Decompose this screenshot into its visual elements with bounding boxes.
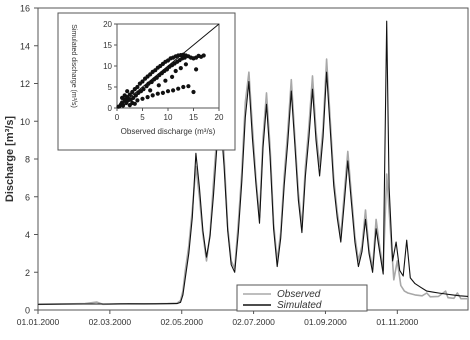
inset-y-axis: 0 5 10 15 20	[103, 20, 117, 113]
inset-scatter-point	[149, 79, 154, 85]
main-y-tick-label: 14	[20, 41, 30, 51]
inset-y-tick-label: 10	[103, 62, 112, 71]
main-y-tick-label: 2	[25, 268, 30, 278]
main-y-tick-label: 4	[25, 230, 30, 240]
inset-scatter-point	[135, 98, 140, 103]
main-x-tick-label: 02.03.2000	[89, 317, 132, 327]
inset-x-tick-label: 10	[164, 113, 173, 122]
inset-scatter-point	[141, 87, 146, 92]
main-x-tick-label: 01.11.2000	[376, 317, 418, 327]
inset-y-tick-label: 20	[103, 20, 112, 29]
inset-y-tick-label: 15	[103, 41, 112, 50]
main-series-group	[37, 20, 469, 306]
inset-scatter-point	[163, 78, 168, 83]
main-x-axis: 01.01.2000 02.03.2000 02.05.2000 02.07.2000…	[17, 310, 419, 327]
inset-scatter-point	[154, 75, 159, 80]
inset-y-tick-label: 5	[108, 83, 113, 92]
main-x-tick-label: 01.09.2000	[304, 317, 347, 327]
inset-scatter-point	[150, 93, 155, 98]
inset-scatter-point	[122, 93, 127, 98]
inset-scatter-point	[181, 84, 186, 90]
inset-scatter-point	[140, 79, 145, 84]
inset-scatter-point	[201, 53, 206, 58]
legend-box	[236, 284, 368, 312]
simulated-series-line	[37, 20, 469, 305]
inset-points-group	[116, 52, 206, 109]
main-x-tick-label: 02.07.2000	[232, 317, 275, 327]
inset-scatter-point	[164, 67, 170, 72]
inset-scatter-point	[135, 84, 140, 90]
inset-scatter-point	[148, 88, 153, 93]
inset-one-to-one-line	[116, 23, 220, 109]
main-y-tick-label: 6	[25, 192, 30, 202]
inset-x-tick-label: 0	[115, 113, 120, 122]
inset-scatter-point	[132, 101, 137, 106]
main-x-tick-label: 02.05.2000	[160, 317, 203, 327]
main-y-tick-label: 16	[20, 4, 30, 14]
main-x-tick-label: 01.01.2000	[17, 317, 60, 327]
inset-y-axis-label: Simulated discharge (m³/s)	[70, 24, 77, 108]
inset-scatter-point	[125, 89, 130, 94]
inset-scatter-point	[194, 67, 199, 72]
inset-scatter-point	[160, 90, 165, 95]
inset-x-tick-label: 15	[189, 113, 198, 122]
inset-scatter-point	[165, 89, 171, 94]
inset-scatter-point	[120, 95, 125, 100]
inset-scatter-point	[156, 83, 161, 88]
main-y-tick-label: 10	[20, 117, 30, 127]
inset-x-tick-label: 5	[140, 113, 145, 122]
legend-simulated-label: Simulated	[277, 300, 322, 311]
inset-scatter-point	[145, 95, 150, 100]
main-y-axis-label: Discharge [m³/s]	[4, 116, 16, 203]
inset-scatter-point	[130, 89, 135, 95]
inset-scatter-point	[171, 88, 176, 93]
inset-x-axis-label: Observed discharge (m³/s)	[121, 127, 216, 136]
inset-scatter-point	[176, 86, 181, 91]
inset-scatter-point	[170, 74, 175, 79]
inset-scatter-point	[191, 89, 196, 95]
main-y-axis: 0 2 4 6 8 10 12 14 16	[20, 4, 38, 316]
legend-observed-label: Observed	[277, 289, 321, 300]
inset-scatter-point	[173, 68, 178, 74]
inset-scatter-point	[183, 62, 188, 67]
inset-scatter-point	[140, 96, 145, 101]
legend: Observed Simulated	[236, 284, 368, 312]
inset-scatter-point	[155, 91, 160, 96]
inset-scatter-point	[127, 103, 132, 108]
inset-scatter-point	[131, 95, 136, 100]
inset-scatter: 0 5 10 15 20 0 5 10 15 20 Observed discharge (m³…	[57, 12, 236, 151]
inset-x-tick-label: 20	[215, 113, 224, 122]
inset-x-axis: 0 5 10 15 20	[115, 108, 224, 122]
inset-y-tick-label: 0	[108, 104, 113, 113]
main-y-tick-label: 12	[20, 79, 30, 89]
inset-scatter-point	[186, 84, 191, 89]
inset-scatter-point	[178, 66, 183, 71]
inset-scatter-point	[127, 92, 132, 97]
main-y-tick-label: 8	[25, 155, 30, 165]
main-y-tick-label: 0	[25, 306, 30, 316]
